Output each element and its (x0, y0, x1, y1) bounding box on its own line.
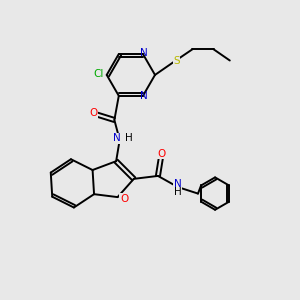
Text: O: O (89, 109, 97, 118)
Text: S: S (173, 56, 180, 66)
Text: N: N (140, 92, 147, 101)
Text: N: N (173, 179, 181, 189)
Text: Cl: Cl (93, 69, 104, 79)
Text: N: N (113, 133, 121, 143)
Text: H: H (173, 188, 181, 197)
Text: O: O (120, 194, 128, 204)
Text: O: O (158, 148, 166, 158)
Text: H: H (124, 133, 132, 143)
Text: N: N (140, 48, 147, 59)
